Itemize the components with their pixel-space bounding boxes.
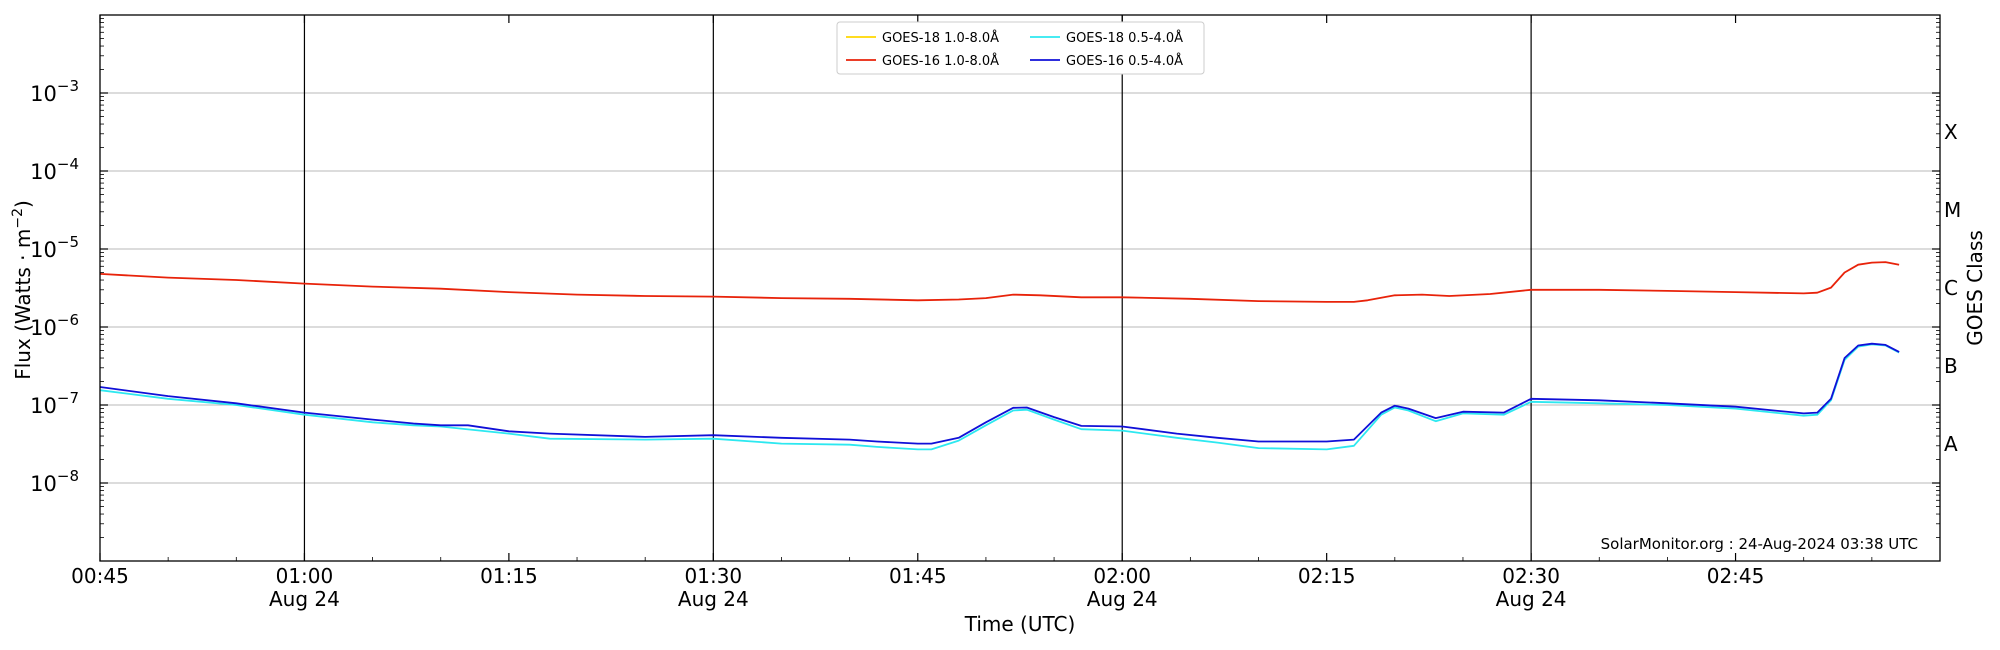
x-tick-label-8: 02:45: [1707, 564, 1765, 588]
goes-class-c: C: [1944, 276, 1958, 300]
y-tick-label-4: 10−4: [30, 155, 79, 184]
x-tick-label-3: 01:30: [685, 564, 743, 588]
goes-class-a: A: [1944, 432, 1958, 456]
x-tick-label-0: 00:45: [71, 564, 129, 588]
series-line-0: [99, 261, 1900, 303]
legend-label-2: GOES-18 0.5-4.0Å: [1066, 30, 1183, 46]
y-tick-label-3: 10−5: [30, 233, 79, 262]
goes-class-m: M: [1944, 198, 1961, 222]
series-line-1: [99, 343, 1900, 451]
legend: GOES-18 1.0-8.0Å GOES-16 1.0-8.0Å GOES-18 …: [836, 21, 1205, 75]
goes-class-x: X: [1944, 120, 1958, 144]
y-tick-label-0: 10−8: [30, 467, 79, 496]
x-axis-label: Time (UTC): [964, 612, 1076, 636]
x-tick-label-4: 01:45: [889, 564, 947, 588]
y-axis-label-exponent: −2: [10, 208, 26, 229]
y-axis-label: Flux (Watts · m−2): [10, 200, 35, 380]
legend-box: [836, 21, 1205, 75]
flux-series: [99, 261, 1900, 451]
plot-area-frame: [99, 14, 1941, 562]
series-line-2: [99, 342, 1900, 445]
goes-class-labels: X M C B A: [1944, 120, 1961, 456]
legend-label-1: GOES-16 1.0-8.0Å: [882, 53, 999, 69]
y-axis-label-main: Flux (Watts · m: [11, 229, 35, 380]
y-tick-label-5: 10−3: [30, 77, 79, 106]
y-axis-ticks: 10−8 10−7 10−6 10−5 10−4 10−3: [30, 18, 1940, 538]
grid-lines: [100, 92, 1940, 484]
legend-label-0: GOES-18 1.0-8.0Å: [882, 30, 999, 46]
y-tick-label-2: 10−6: [30, 311, 79, 340]
x-tick-sublabel-3: Aug 24: [678, 587, 749, 611]
x-tick-label-2: 01:15: [480, 564, 538, 588]
y-axis-label-close: ): [11, 200, 35, 208]
legend-label-3: GOES-16 0.5-4.0Å: [1066, 53, 1183, 69]
x-tick-label-1: 01:00: [276, 564, 334, 588]
x-tick-sublabel-7: Aug 24: [1496, 587, 1567, 611]
goes-class-b: B: [1944, 354, 1958, 378]
x-tick-label-7: 02:30: [1502, 564, 1560, 588]
x-tick-sublabel-5: Aug 24: [1087, 587, 1158, 611]
goes-class-axis-label: GOES Class: [1963, 230, 1987, 346]
y-tick-label-1: 10−7: [30, 389, 79, 418]
credit-text: SolarMonitor.org : 24-Aug-2024 03:38 UTC: [1601, 535, 1918, 553]
x-tick-sublabel-1: Aug 24: [269, 587, 340, 611]
x-tick-label-5: 02:00: [1093, 564, 1151, 588]
x-tick-label-6: 02:15: [1298, 564, 1356, 588]
day-boundary-lines: [303, 15, 1532, 561]
